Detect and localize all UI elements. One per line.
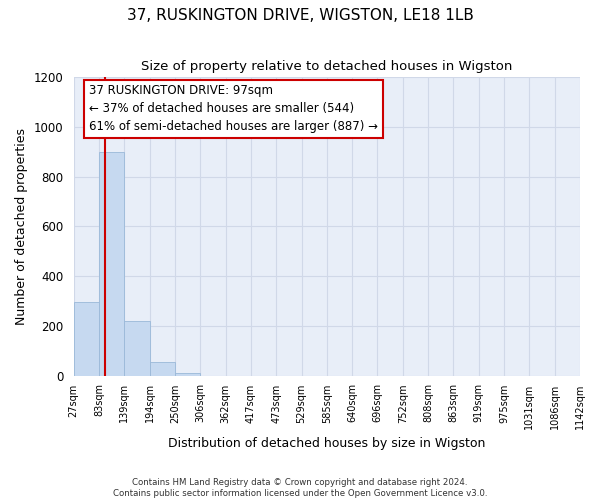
Y-axis label: Number of detached properties: Number of detached properties (15, 128, 28, 325)
Text: Contains HM Land Registry data © Crown copyright and database right 2024.
Contai: Contains HM Land Registry data © Crown c… (113, 478, 487, 498)
Title: Size of property relative to detached houses in Wigston: Size of property relative to detached ho… (141, 60, 512, 73)
Bar (175, 373, 200, 376)
Bar (74, 302, 99, 376)
X-axis label: Distribution of detached houses by size in Wigston: Distribution of detached houses by size … (168, 437, 485, 450)
Bar (99, 152, 124, 376)
Bar (124, 321, 149, 376)
Bar (149, 362, 175, 376)
Text: 37, RUSKINGTON DRIVE, WIGSTON, LE18 1LB: 37, RUSKINGTON DRIVE, WIGSTON, LE18 1LB (127, 8, 473, 22)
Text: 37 RUSKINGTON DRIVE: 97sqm
← 37% of detached houses are smaller (544)
61% of sem: 37 RUSKINGTON DRIVE: 97sqm ← 37% of deta… (89, 84, 378, 134)
